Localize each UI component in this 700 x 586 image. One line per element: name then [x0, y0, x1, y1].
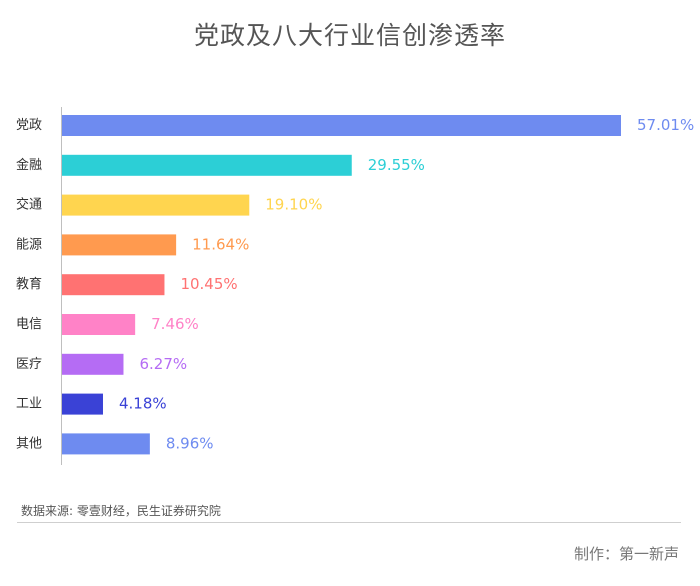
- bar: [62, 274, 165, 296]
- category-label: 金融: [16, 157, 42, 173]
- bar: [62, 194, 250, 216]
- value-label: 7.46%: [151, 315, 199, 333]
- bar: [62, 353, 124, 375]
- category-label: 其他: [16, 436, 42, 451]
- category-label: 教育: [16, 276, 42, 292]
- category-label: 工业: [16, 397, 42, 412]
- value-label: 11.64%: [192, 235, 249, 253]
- bar-chart: 党政 57.01% 金融 29.55% 交通 19.10% 能源 11.64% 教育 10.45%…: [16, 107, 694, 465]
- value-label: 57.01%: [637, 116, 694, 134]
- value-label: 8.96%: [166, 434, 214, 452]
- bar: [62, 314, 136, 335]
- value-label: 19.10%: [265, 196, 322, 214]
- category-label: 交通: [16, 197, 42, 213]
- bar: [62, 433, 150, 455]
- bar: [62, 154, 352, 176]
- category-label: 医疗: [16, 357, 42, 372]
- value-label: 6.27%: [139, 355, 187, 373]
- bar: [62, 234, 177, 256]
- chart-title: 党政及八大行业信创渗透率: [193, 21, 506, 50]
- value-label: 29.55%: [368, 156, 425, 174]
- credit-text: 制作：第一新声: [573, 545, 679, 563]
- category-label: 能源: [16, 237, 42, 252]
- footer-divider: [17, 522, 681, 523]
- value-label: 4.18%: [119, 395, 167, 413]
- data-source-note: 数据来源: 零壹财经，民生证券研究院: [21, 504, 221, 518]
- bar: [62, 393, 103, 415]
- category-label: 电信: [16, 317, 42, 332]
- value-label: 10.45%: [180, 275, 237, 293]
- bar: [62, 115, 621, 136]
- category-label: 党政: [16, 118, 42, 133]
